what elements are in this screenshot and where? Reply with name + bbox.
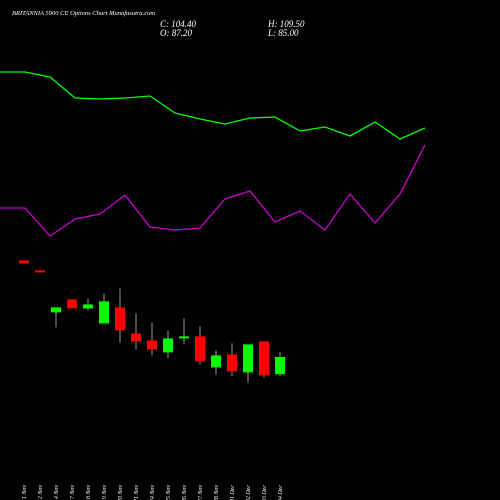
info-low: L: 85.00: [267, 28, 299, 38]
x-tick-label: 01 Dec: [230, 485, 236, 500]
candle-body: [211, 355, 221, 368]
candle-body: [83, 304, 93, 309]
candle-body: [19, 260, 29, 264]
x-tick-label: 19 Nov: [102, 485, 108, 500]
x-tick-label: 02 Dec: [246, 485, 252, 500]
candle-body: [259, 341, 269, 376]
candle-body: [275, 357, 285, 375]
x-tick-label: 21 Nov: [134, 485, 140, 500]
x-tick-label: 14 Nov: [53, 485, 60, 500]
info-close: C: 104.40: [160, 19, 197, 29]
candle-body: [147, 340, 157, 350]
candle-body: [99, 301, 109, 324]
candle-body: [195, 336, 205, 362]
candle-body: [115, 307, 125, 331]
x-tick-label: 17 Nov: [70, 485, 76, 500]
candle-body: [179, 336, 189, 339]
candle-body: [163, 338, 173, 353]
chart-title: BRITANNIA 5900 CE Options Chart Munafasu…: [12, 10, 155, 17]
x-tick-label: 26 Nov: [182, 485, 188, 500]
candle-body: [35, 270, 45, 273]
x-tick-label: 27 Nov: [198, 485, 204, 500]
x-tick-label: 12 Nov: [38, 485, 44, 500]
x-tick-label: 04 Dec: [277, 485, 284, 500]
x-tick-label: 25 Nov: [166, 485, 172, 500]
x-tick-label: 18 Nov: [86, 485, 92, 500]
info-high: H: 109.50: [267, 19, 305, 29]
x-tick-label: 24 Nov: [149, 485, 156, 500]
x-tick-label: 11 Nov: [22, 485, 28, 500]
candle-body: [227, 354, 237, 372]
candle-body: [67, 299, 77, 309]
candle-body: [243, 344, 253, 373]
candle-body: [131, 333, 141, 342]
indicator-line: [0, 71, 426, 140]
indicator-line: [0, 144, 426, 237]
x-tick-label: 20 Nov: [118, 485, 124, 500]
info-open: O: 87.20: [160, 28, 192, 38]
candle-body: [51, 307, 61, 313]
x-tick-label: 28 Nov: [214, 485, 220, 500]
x-tick-label: 03 Dec: [262, 485, 268, 500]
